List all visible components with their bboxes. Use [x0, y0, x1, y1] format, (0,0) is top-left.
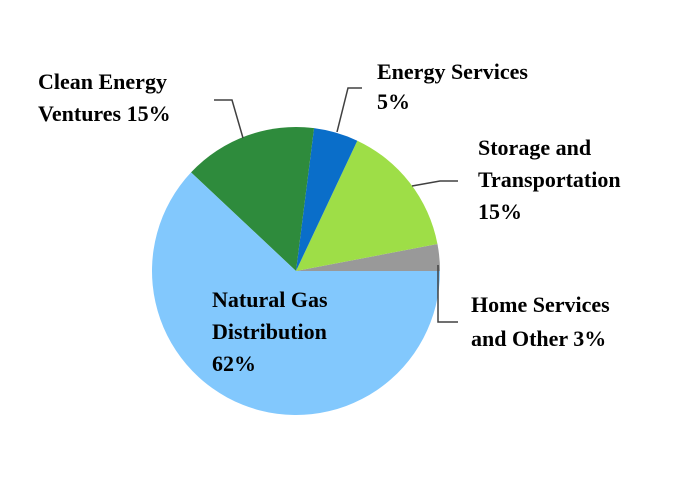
pie-slice-home [296, 244, 440, 271]
pie-slice-storage [296, 140, 438, 271]
label-home-services: Home Services and Other 3% [471, 292, 615, 351]
leader-line-clean-energy [214, 99, 244, 139]
pie-slice-clean-energy [191, 127, 315, 271]
pie-slice-natural-gas [151, 172, 440, 416]
label-energy-services: Energy Services 5% [377, 59, 533, 114]
leader-line-home-services [437, 265, 458, 323]
leader-line-storage [411, 180, 458, 187]
label-natural-gas: Natural Gas Distribution 62% [212, 287, 333, 376]
leader-line-energy-services [336, 87, 362, 133]
leader-lines [214, 87, 458, 323]
slice-labels: Home Services and Other 3% Storage and T… [38, 59, 626, 376]
label-storage: Storage and Transportation 15% [478, 135, 626, 224]
pie-slice-energy-services [296, 128, 358, 271]
pie-slices [151, 127, 440, 416]
label-clean-energy: Clean Energy Ventures 15% [38, 69, 172, 126]
